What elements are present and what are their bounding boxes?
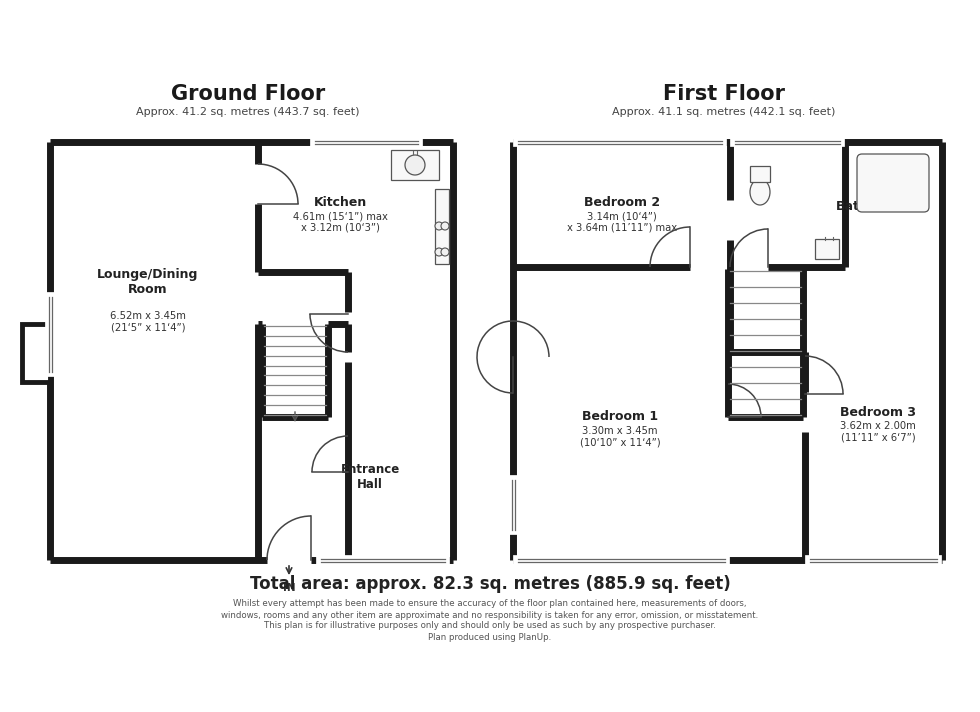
FancyBboxPatch shape xyxy=(857,154,929,212)
Text: This plan is for illustrative purposes only and should only be used as such by a: This plan is for illustrative purposes o… xyxy=(264,622,716,631)
Text: 3.62m x 2.00m
(11’11” x 6‘7”): 3.62m x 2.00m (11’11” x 6‘7”) xyxy=(840,422,916,443)
Text: First Floor: First Floor xyxy=(663,84,785,104)
Text: Total area: approx. 82.3 sq. metres (885.9 sq. feet): Total area: approx. 82.3 sq. metres (885… xyxy=(250,575,730,593)
Text: 4.61m (15‘1”) max
x 3.12m (10‘3”): 4.61m (15‘1”) max x 3.12m (10‘3”) xyxy=(293,211,387,233)
Bar xyxy=(435,189,449,264)
Circle shape xyxy=(441,222,449,230)
Text: Approx. 41.2 sq. metres (443.7 sq. feet): Approx. 41.2 sq. metres (443.7 sq. feet) xyxy=(136,107,360,117)
Text: Entrance
Hall: Entrance Hall xyxy=(340,463,400,491)
Text: 6.52m x 3.45m
(21‘5” x 11‘4”): 6.52m x 3.45m (21‘5” x 11‘4”) xyxy=(110,311,186,333)
Bar xyxy=(391,150,439,180)
Circle shape xyxy=(435,222,443,230)
Text: IN: IN xyxy=(282,583,295,593)
Text: Bedroom 2: Bedroom 2 xyxy=(584,196,661,209)
Circle shape xyxy=(441,248,449,256)
Ellipse shape xyxy=(750,179,770,205)
Bar xyxy=(815,239,839,259)
Circle shape xyxy=(435,248,443,256)
Bar xyxy=(750,166,770,182)
Text: Bathroom: Bathroom xyxy=(836,201,905,214)
Circle shape xyxy=(405,155,425,175)
Text: Ground Floor: Ground Floor xyxy=(171,84,325,104)
Text: Whilst every attempt has been made to ensure the accuracy of the floor plan cont: Whilst every attempt has been made to en… xyxy=(233,600,747,609)
Bar xyxy=(22,324,50,382)
Text: Approx. 41.1 sq. metres (442.1 sq. feet): Approx. 41.1 sq. metres (442.1 sq. feet) xyxy=(612,107,836,117)
Text: windows, rooms and any other item are approximate and no responsibility is taken: windows, rooms and any other item are ap… xyxy=(221,610,759,619)
Text: 3.14m (10‘4”)
x 3.64m (11’11”) max: 3.14m (10‘4”) x 3.64m (11’11”) max xyxy=(567,211,677,233)
Text: Bedroom 3: Bedroom 3 xyxy=(840,406,916,419)
Text: Kitchen: Kitchen xyxy=(314,196,367,209)
Text: 3.30m x 3.45m
(10‘10” x 11‘4”): 3.30m x 3.45m (10‘10” x 11‘4”) xyxy=(580,426,661,448)
Text: Bedroom 1: Bedroom 1 xyxy=(582,411,658,424)
Text: Plan produced using PlanUp.: Plan produced using PlanUp. xyxy=(428,632,552,642)
Text: Lounge/Dining
Room: Lounge/Dining Room xyxy=(97,268,199,296)
